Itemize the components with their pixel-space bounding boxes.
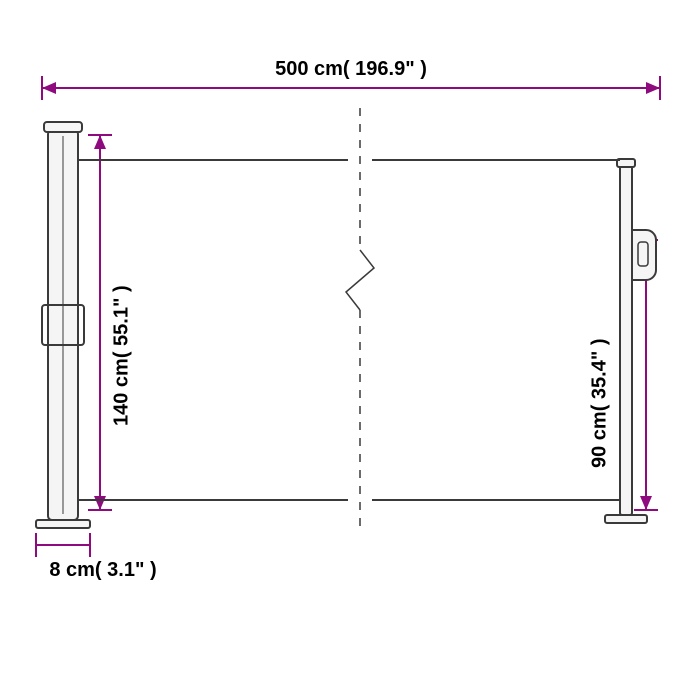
base-label: 8 cm( 3.1" ) xyxy=(49,559,156,582)
diagram-stage: 500 cm( 196.9" ) 140 cm( 55.1" ) 90 cm( … xyxy=(0,0,700,700)
handle-label: 90 cm( 35.4" ) xyxy=(589,338,612,468)
height-label: 140 cm( 55.1" ) xyxy=(111,285,134,426)
width-label: 500 cm( 196.9" ) xyxy=(275,58,427,81)
